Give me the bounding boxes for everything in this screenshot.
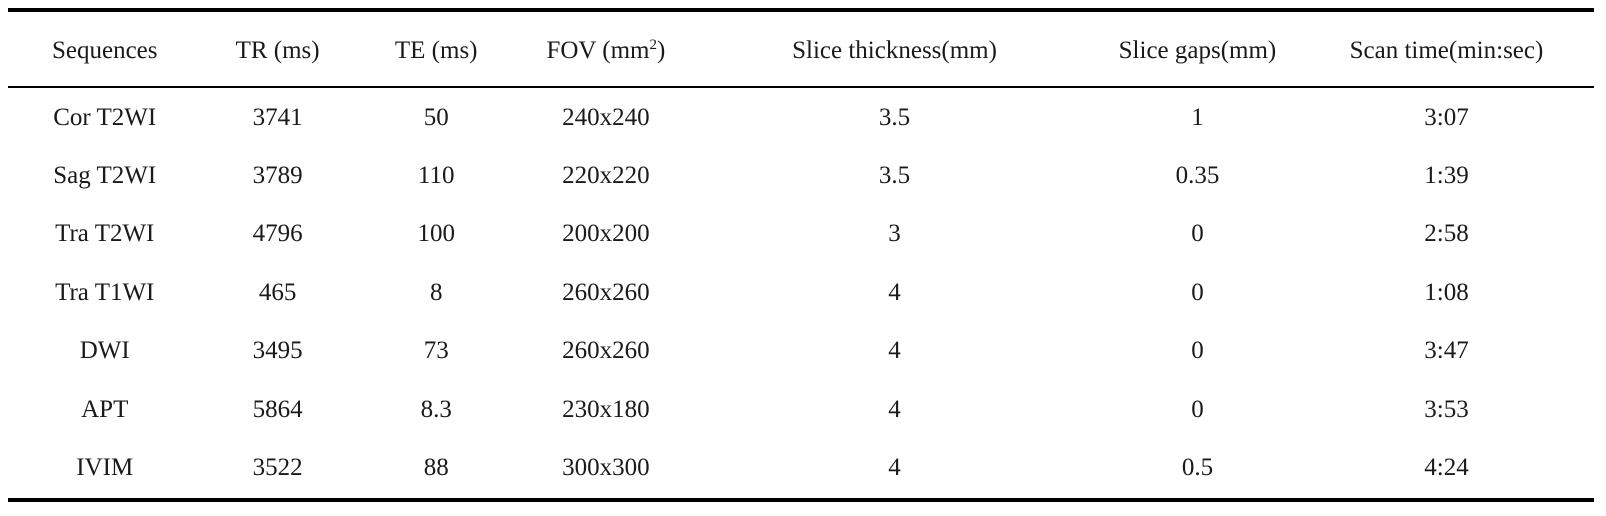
cell-fov: 300x300	[562, 454, 650, 482]
bottom-rule	[8, 497, 1594, 502]
cell-tr: 3741	[252, 104, 303, 132]
table-row: Cor T2WI 3741 50 240x240 3.5 1 3:07	[8, 88, 1594, 147]
header-slice-gaps: Slice gaps(mm)	[1118, 37, 1277, 64]
cell-slice-thickness: 4	[888, 454, 901, 482]
cell-scan-time: 1:39	[1424, 161, 1469, 189]
cell-scan-time: 3:47	[1424, 337, 1469, 365]
cell-fov: 200x200	[562, 220, 650, 248]
table-row: APT 5864 8.3 230x180 4 0 3:53	[8, 381, 1594, 440]
cell-sequence: IVIM	[76, 454, 134, 482]
table-row: Sag T2WI 3789 110 220x220 3.5 0.35 1:39	[8, 147, 1594, 206]
cell-slice-gaps: 0	[1191, 337, 1204, 365]
cell-tr: 4796	[252, 220, 303, 248]
cell-scan-time: 3:53	[1424, 395, 1469, 423]
cell-fov: 260x260	[562, 337, 650, 365]
cell-slice-thickness: 4	[888, 337, 901, 365]
header-row: Sequences TR (ms) TE (ms) FOV (mm2) Slic…	[8, 12, 1594, 86]
top-rule	[8, 8, 1594, 12]
cell-fov: 240x240	[562, 104, 650, 132]
cell-te: 110	[417, 161, 455, 189]
cell-slice-gaps: 0.5	[1181, 454, 1214, 482]
cell-slice-gaps: 0.35	[1175, 161, 1220, 189]
cell-slice-gaps: 0	[1191, 278, 1204, 306]
cell-slice-thickness: 4	[888, 395, 901, 423]
cell-fov: 230x180	[562, 395, 650, 423]
cell-tr: 3789	[252, 161, 303, 189]
table-row: Tra T1WI 465 8 260x260 4 0 1:08	[8, 264, 1594, 323]
header-fov: FOV (mm2)	[519, 12, 693, 86]
cell-te: 88	[423, 454, 449, 482]
cell-sequence: DWI	[79, 337, 130, 365]
cell-te: 8	[429, 278, 443, 306]
table-row: IVIM 3522 88 300x300 4 0.5 4:24	[8, 439, 1594, 498]
cell-te: 100	[417, 220, 455, 248]
table-header: Sequences TR (ms) TE (ms) FOV (mm2) Slic…	[8, 12, 1594, 86]
cell-scan-time: 2:58	[1424, 220, 1469, 248]
cell-fov: 220x220	[562, 161, 650, 189]
cell-slice-thickness: 3	[888, 220, 901, 248]
cell-sequence: APT	[81, 395, 129, 423]
cell-slice-thickness: 4	[888, 278, 901, 306]
header-rule	[8, 86, 1594, 88]
cell-scan-time: 1:08	[1424, 278, 1469, 306]
header-scan-time: Scan time(min:sec)	[1349, 37, 1544, 64]
cell-sequence: Sag T2WI	[53, 161, 157, 189]
header-fov-suffix: )	[657, 37, 666, 64]
header-te: TE (ms)	[394, 37, 478, 64]
header-sequences: Sequences	[51, 37, 158, 64]
header-fov-label: FOV (mm	[546, 37, 650, 64]
sequence-table-body: Cor T2WI 3741 50 240x240 3.5 1 3:07 Sag T2WI 378…	[8, 88, 1594, 498]
cell-sequence: Cor T2WI	[53, 104, 157, 132]
header-slice-thickness: Slice thickness(mm)	[792, 37, 997, 64]
cell-fov: 260x260	[562, 278, 650, 306]
header-fov-superscript: 2	[649, 37, 658, 53]
cell-tr: 465	[258, 278, 297, 306]
cell-slice-gaps: 0	[1191, 395, 1204, 423]
cell-slice-thickness: 3.5	[878, 104, 911, 132]
cell-sequence: Tra T2WI	[55, 220, 155, 248]
cell-slice-gaps: 0	[1191, 220, 1204, 248]
table-body: Cor T2WI 3741 50 240x240 3.5 1 3:07 Sag T2WI 378…	[8, 88, 1594, 498]
cell-te: 73	[423, 337, 449, 365]
cell-te: 50	[423, 104, 449, 132]
scan-parameters-table: Sequences TR (ms) TE (ms) FOV (mm2) Slic…	[8, 8, 1594, 502]
cell-slice-gaps: 1	[1191, 104, 1204, 132]
cell-te: 8.3	[420, 395, 452, 423]
cell-sequence: Tra T1WI	[55, 278, 155, 306]
cell-tr: 3522	[252, 454, 303, 482]
cell-tr: 3495	[252, 337, 303, 365]
table-row: Tra T2WI 4796 100 200x200 3 0 2:58	[8, 205, 1594, 264]
table-row: DWI 3495 73 260x260 4 0 3:47	[8, 322, 1594, 381]
cell-scan-time: 4:24	[1424, 454, 1469, 482]
cell-tr: 5864	[252, 395, 303, 423]
header-tr: TR (ms)	[235, 37, 320, 64]
cell-slice-thickness: 3.5	[878, 161, 911, 189]
sequence-table: Sequences TR (ms) TE (ms) FOV (mm2) Slic…	[8, 12, 1594, 86]
cell-scan-time: 3:07	[1424, 104, 1469, 132]
